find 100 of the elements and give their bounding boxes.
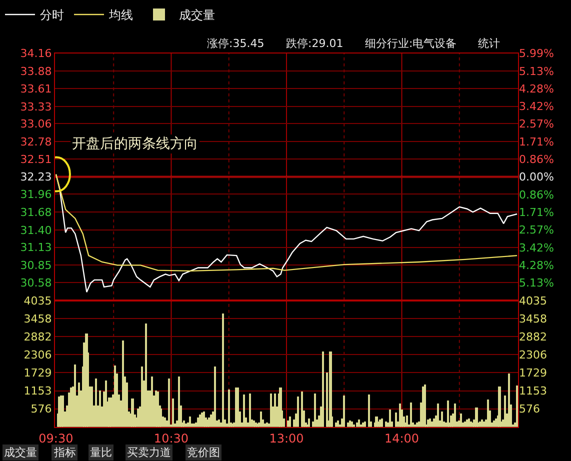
- y-tick-label: 33.33: [20, 100, 52, 114]
- y-tick-label: 34.16: [20, 47, 52, 60]
- y2-tick-label: 3458: [519, 312, 547, 326]
- text: 买卖力道: [127, 446, 171, 459]
- bar: [222, 313, 224, 427]
- y-tick-label: 1153: [24, 384, 52, 398]
- bar: [297, 396, 299, 427]
- bar: [289, 416, 291, 427]
- bar: [516, 385, 518, 427]
- bar: [214, 366, 216, 427]
- bar: [249, 393, 251, 427]
- y2-tick-label: 5.13%: [519, 64, 554, 78]
- y-tick-label: 4035: [24, 294, 52, 308]
- bar: [178, 376, 180, 427]
- bar: [164, 417, 166, 427]
- y2-tick-label: 576: [519, 402, 540, 416]
- y-tick-label: 1729: [24, 366, 52, 380]
- y2-tick-label: 3.42%: [519, 100, 554, 114]
- bar: [424, 384, 426, 427]
- bar: [329, 351, 332, 427]
- bar: [95, 378, 97, 427]
- y2-tick-label: 2306: [519, 348, 547, 362]
- y2-tick-label: 1729: [519, 366, 547, 380]
- text: 细分行业:电气设备: [365, 37, 457, 50]
- bar: [78, 382, 80, 427]
- bar: [218, 419, 220, 427]
- x-tick-label: 13:00: [269, 431, 304, 446]
- text: 竞价图: [187, 446, 220, 459]
- bar: [381, 418, 383, 427]
- annotation: 开盘后的两条线方向: [72, 136, 198, 152]
- y2-tick-label: 0.00%: [519, 170, 554, 184]
- text: 统计: [478, 37, 500, 50]
- text: 指标: [53, 446, 76, 459]
- bar: [314, 393, 316, 427]
- bar: [475, 407, 478, 427]
- bar: [145, 323, 147, 427]
- y2-tick-label: 5.99%: [519, 47, 554, 60]
- bar: [389, 409, 391, 427]
- bar: [105, 380, 107, 427]
- bar: [99, 390, 101, 427]
- bar: [197, 417, 199, 427]
- bar: [410, 402, 412, 427]
- y2-tick-label: 2882: [519, 330, 547, 344]
- bar: [437, 403, 439, 427]
- y-tick-label: 30.58: [20, 276, 52, 290]
- legend-label: 分时: [40, 8, 64, 22]
- text: 量比: [90, 446, 112, 459]
- bar: [466, 419, 468, 427]
- bar: [308, 418, 310, 427]
- bar: [431, 421, 433, 427]
- bar: [74, 364, 76, 427]
- bar: [137, 408, 139, 427]
- bar: [395, 412, 397, 427]
- bar: [287, 420, 289, 427]
- bar: [498, 386, 501, 427]
- bar: [358, 419, 360, 427]
- text: 涨停:35.45: [207, 37, 264, 50]
- bar: [237, 387, 239, 427]
- bar: [433, 418, 435, 427]
- x-tick-label: 10:30: [154, 431, 189, 446]
- bar: [270, 393, 272, 427]
- bar: [172, 398, 174, 427]
- bar: [487, 399, 489, 427]
- bar: [189, 416, 191, 427]
- bar: [368, 394, 370, 427]
- y2-tick-label: 1.71%: [519, 135, 554, 148]
- y-tick-label: 2306: [24, 348, 52, 362]
- y-tick-label: 31.13: [20, 241, 52, 254]
- y-tick-label: 32.23: [20, 170, 52, 184]
- bar: [199, 414, 201, 427]
- y-tick-label: 32.78: [20, 136, 52, 148]
- text: 成交量: [4, 446, 37, 459]
- bar: [210, 414, 212, 427]
- bar: [429, 418, 431, 427]
- bar: [343, 395, 345, 427]
- y-tick-label: 33.88: [20, 65, 52, 78]
- x-tick-label: 14:00: [384, 431, 420, 446]
- bar: [235, 387, 237, 427]
- y2-tick-label: 0.86%: [519, 188, 554, 202]
- y-tick-label: 31.68: [20, 206, 52, 219]
- y2-tick-label: 4.28%: [519, 258, 554, 272]
- y-tick-label: 32.51: [20, 152, 52, 166]
- y-tick-label: 31.40: [20, 224, 52, 237]
- y-tick-label: 2882: [24, 330, 52, 344]
- bar: [447, 400, 449, 427]
- bar: [168, 378, 170, 427]
- bar: [422, 386, 424, 427]
- y2-tick-label: 2.57%: [519, 118, 554, 131]
- legend-label: 成交量: [179, 8, 215, 22]
- y2-tick-label: 1153: [519, 384, 547, 398]
- bar: [322, 351, 324, 427]
- bar: [114, 365, 116, 427]
- y2-tick-label: 4.28%: [519, 82, 554, 96]
- y2-tick-label: 1.71%: [519, 206, 554, 219]
- y2-tick-label: 0.86%: [519, 152, 554, 166]
- text: 跌停:29.01: [286, 37, 344, 50]
- y2-tick-label: 4035: [519, 294, 547, 308]
- bar: [160, 408, 162, 427]
- bar: [454, 403, 456, 427]
- bar: [122, 340, 124, 427]
